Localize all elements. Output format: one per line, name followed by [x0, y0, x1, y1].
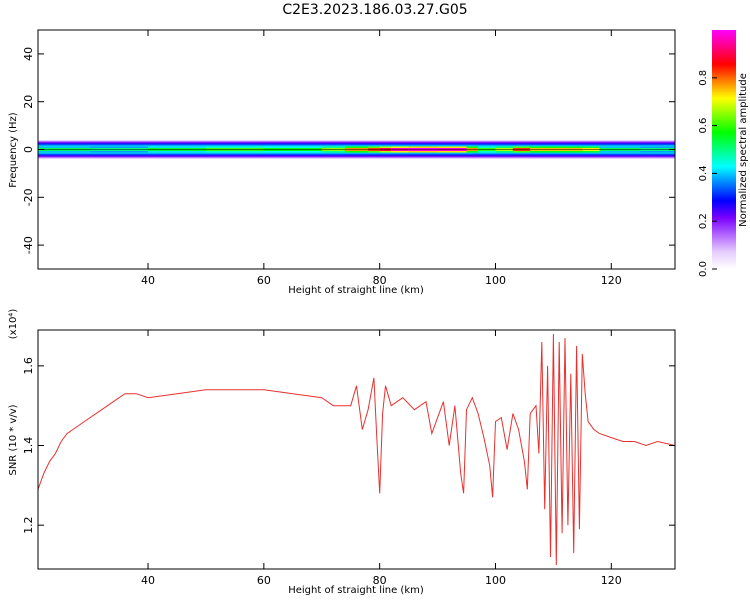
spectrogram-xlabel: Height of straight line (km): [288, 285, 424, 296]
colorbar: 0.0 0.2 0.4 0.6 0.8 Normalized spectral ampl…: [698, 30, 749, 277]
snr-xtick-label: 80: [373, 574, 387, 587]
colorbar-gradient: [712, 30, 736, 269]
snr-xtick-label: 60: [257, 574, 271, 587]
snr-frame: [37, 329, 676, 570]
spectrogram-panel: 40 60 80 100 120 -40 -20 0 20 40 Height of straig…: [8, 29, 676, 296]
snr-panel: 40 60 80 100 120 1.2 1.4 1.6 Height of straight…: [8, 309, 676, 596]
spectrogram-ylabel: Frequency (Hz): [8, 112, 19, 188]
spectrogram-ytick-label: 20: [22, 95, 35, 109]
snr-multiplier: (x10⁴): [8, 309, 19, 340]
snr-axes: 40 60 80 100 120 1.2 1.4 1.6: [22, 330, 675, 587]
snr-series-line: [38, 333, 675, 566]
colorbar-tick-label: 0.2: [698, 213, 709, 229]
spectrogram-band: [38, 139, 675, 160]
colorbar-tick-label: 0.0: [698, 261, 709, 277]
colorbar-tick-label: 0.8: [698, 70, 709, 86]
snr-ytick-label: 1.2: [22, 516, 35, 534]
snr-ytick-label: 1.6: [22, 357, 35, 375]
snr-xtick-label: 40: [141, 574, 155, 587]
spectrogram-ytick-label: -40: [22, 236, 35, 254]
snr-xlabel: Height of straight line (km): [288, 585, 424, 596]
spectrogram-ytick-label: -20: [22, 188, 35, 206]
figure-title: C2E3.2023.186.03.27.G05: [282, 2, 468, 18]
snr-xtick-label: 120: [601, 574, 622, 587]
colorbar-tick-label: 0.6: [698, 118, 709, 134]
snr-ylabel: SNR (10 * v/v): [8, 404, 19, 475]
colorbar-tick-label: 0.4: [698, 165, 709, 181]
spectrogram-axes: 40 60 80 100 120 -40 -20 0 20 40: [22, 30, 675, 287]
colorbar-label: Normalized spectral amplitude: [738, 73, 749, 227]
snr-plot-area: [38, 330, 675, 569]
spectrogram-ytick-label: 0: [22, 146, 35, 153]
spectrogram-xtick-label: 100: [485, 274, 506, 287]
snr-xtick-label: 100: [485, 574, 506, 587]
spectrogram-xtick-label: 40: [141, 274, 155, 287]
spectrogram-xtick-label: 120: [601, 274, 622, 287]
spectrogram-xtick-label: 60: [257, 274, 271, 287]
snr-ytick-label: 1.4: [22, 437, 35, 455]
spectrogram-xtick-label: 80: [373, 274, 387, 287]
spectrogram-ytick-label: 40: [22, 47, 35, 61]
snr-line-layer: [38, 333, 675, 566]
colorbar-ticks: 0.0 0.2 0.4 0.6 0.8: [698, 70, 717, 277]
